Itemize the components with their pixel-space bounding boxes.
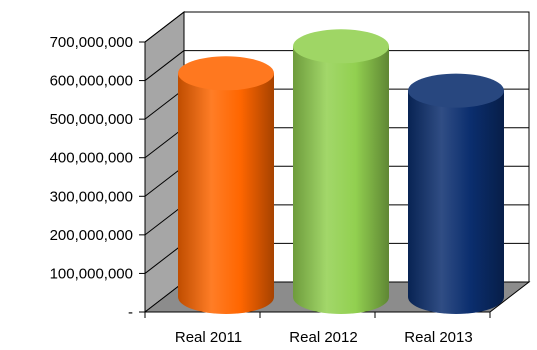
x-category-label: Real 2012	[289, 329, 357, 346]
y-tick-labels: - 100,000,000 200,000,000 300,000,000 400,00…	[50, 34, 133, 321]
y-tick-label: 600,000,000	[50, 73, 133, 90]
y-tick-label: 100,000,000	[50, 265, 133, 282]
y-tick-label: 300,000,000	[50, 188, 133, 205]
gridline-side	[144, 11, 185, 43]
bar	[293, 29, 389, 315]
gridline-side	[144, 243, 185, 274]
gridline-side	[144, 204, 185, 236]
y-tick-label: 500,000,000	[50, 111, 133, 128]
bar-body	[293, 46, 389, 315]
bars-layer	[178, 29, 504, 315]
x-category-labels: Real 2011 Real 2012 Real 2013	[175, 329, 473, 346]
bar-top	[178, 56, 274, 91]
x-category-label: Real 2011	[175, 329, 242, 346]
y-tick-label: 400,000,000	[50, 150, 133, 167]
x-category-label: Real 2013	[404, 329, 472, 346]
y-tick-label: 200,000,000	[50, 227, 133, 244]
bar	[178, 56, 274, 315]
bar-body	[178, 73, 274, 315]
bar-top	[408, 73, 504, 108]
axes	[139, 41, 491, 318]
gridline-side	[144, 165, 185, 197]
y-tick-label: -	[128, 304, 133, 321]
gridline-side	[144, 127, 185, 159]
bar	[408, 73, 504, 315]
y-tick-label: 700,000,000	[50, 34, 133, 51]
bar-top	[293, 29, 389, 64]
bar-body	[408, 90, 504, 315]
gridline-side	[144, 50, 185, 81]
gridline-side	[144, 88, 185, 120]
